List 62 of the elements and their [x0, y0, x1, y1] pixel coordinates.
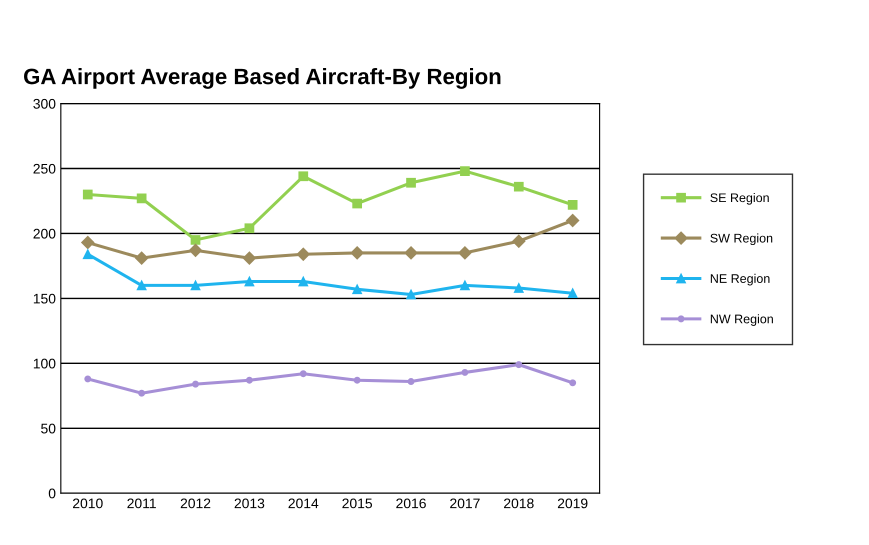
y-tick-label: 100 [34, 358, 56, 369]
legend-label: SE Region [710, 192, 769, 205]
point [515, 361, 522, 368]
y-tick-label: 200 [33, 228, 56, 239]
point [460, 280, 470, 290]
point [514, 283, 524, 293]
point [514, 182, 524, 192]
point [296, 248, 310, 261]
x-tick-label: 2019 [558, 498, 588, 508]
point [568, 288, 578, 298]
x-tick-label: 2012 [180, 498, 210, 508]
point [566, 214, 580, 228]
point [460, 166, 470, 176]
point [136, 194, 147, 204]
x-tick-label: 2013 [234, 498, 264, 508]
legend-label: NW Region [710, 314, 773, 326]
x-tick-label: 2017 [450, 498, 480, 508]
point [135, 252, 148, 265]
y-tick-label: 300 [33, 98, 56, 109]
x-tick-label: 2011 [127, 498, 156, 508]
chart-title: GA Airport Average Based Aircraft-By Region [24, 68, 500, 89]
point [192, 380, 199, 388]
point [81, 236, 94, 250]
point [298, 171, 308, 182]
point [512, 234, 526, 248]
x-tick-label: 2015 [342, 498, 372, 508]
legend-label: SW Region [710, 233, 772, 246]
point [352, 284, 362, 294]
point [568, 200, 578, 210]
point [190, 280, 200, 290]
legend-label: NE Region [710, 274, 770, 286]
point [246, 376, 253, 384]
point [300, 370, 307, 378]
point [298, 276, 308, 286]
point [350, 246, 364, 260]
point [244, 223, 254, 234]
x-tick-label: 2014 [288, 498, 318, 508]
point [84, 375, 92, 382]
y-tick-label: 150 [34, 294, 56, 304]
point [188, 244, 202, 257]
point [82, 190, 93, 200]
point [408, 378, 415, 385]
y-tick-label: 0 [48, 488, 56, 498]
point [136, 280, 147, 290]
point [404, 246, 418, 260]
point [458, 246, 472, 260]
x-tick-label: 2016 [396, 498, 426, 508]
x-tick-label: 2010 [73, 498, 103, 508]
x-tick-label: 2018 [504, 498, 534, 508]
y-tick-label: 50 [41, 424, 56, 434]
point [82, 249, 93, 260]
point [242, 252, 256, 265]
point [406, 178, 416, 188]
point [406, 290, 416, 300]
point [190, 235, 200, 245]
point [352, 198, 362, 208]
point [569, 379, 576, 386]
y-tick-label: 250 [33, 164, 56, 174]
point [138, 390, 146, 397]
point [461, 368, 468, 376]
point [354, 376, 361, 384]
point [244, 276, 254, 286]
